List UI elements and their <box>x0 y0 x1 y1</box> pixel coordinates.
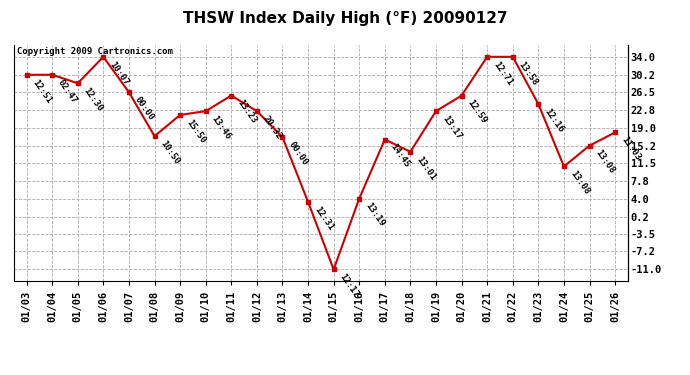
Text: THSW Index Daily High (°F) 20090127: THSW Index Daily High (°F) 20090127 <box>183 11 507 26</box>
Text: 12:71: 12:71 <box>491 60 514 87</box>
Text: 13:01: 13:01 <box>415 154 437 182</box>
Text: 02:47: 02:47 <box>57 78 79 105</box>
Text: 12:31: 12:31 <box>312 205 335 232</box>
Text: 00:00: 00:00 <box>133 95 156 122</box>
Text: 13:58: 13:58 <box>517 60 540 87</box>
Text: 12:30: 12:30 <box>82 86 105 113</box>
Text: 12:59: 12:59 <box>466 98 489 126</box>
Text: 13:17: 13:17 <box>440 114 463 141</box>
Text: 15:50: 15:50 <box>184 118 207 145</box>
Text: 11:03: 11:03 <box>619 135 642 162</box>
Text: Copyright 2009 Cartronics.com: Copyright 2009 Cartronics.com <box>17 47 172 56</box>
Text: 14:45: 14:45 <box>389 142 412 170</box>
Text: 13:23: 13:23 <box>235 98 258 126</box>
Text: 10:07: 10:07 <box>108 60 130 87</box>
Text: 13:19: 13:19 <box>364 201 386 228</box>
Text: 12:17: 12:17 <box>338 272 361 299</box>
Text: 12:51: 12:51 <box>31 78 54 105</box>
Text: 13:08: 13:08 <box>568 169 591 196</box>
Text: 12:16: 12:16 <box>542 107 565 134</box>
Text: 10:50: 10:50 <box>159 139 181 166</box>
Text: 13:46: 13:46 <box>210 114 233 141</box>
Text: 00:00: 00:00 <box>286 140 309 167</box>
Text: 20:32: 20:32 <box>261 114 284 141</box>
Text: 13:08: 13:08 <box>593 148 616 176</box>
